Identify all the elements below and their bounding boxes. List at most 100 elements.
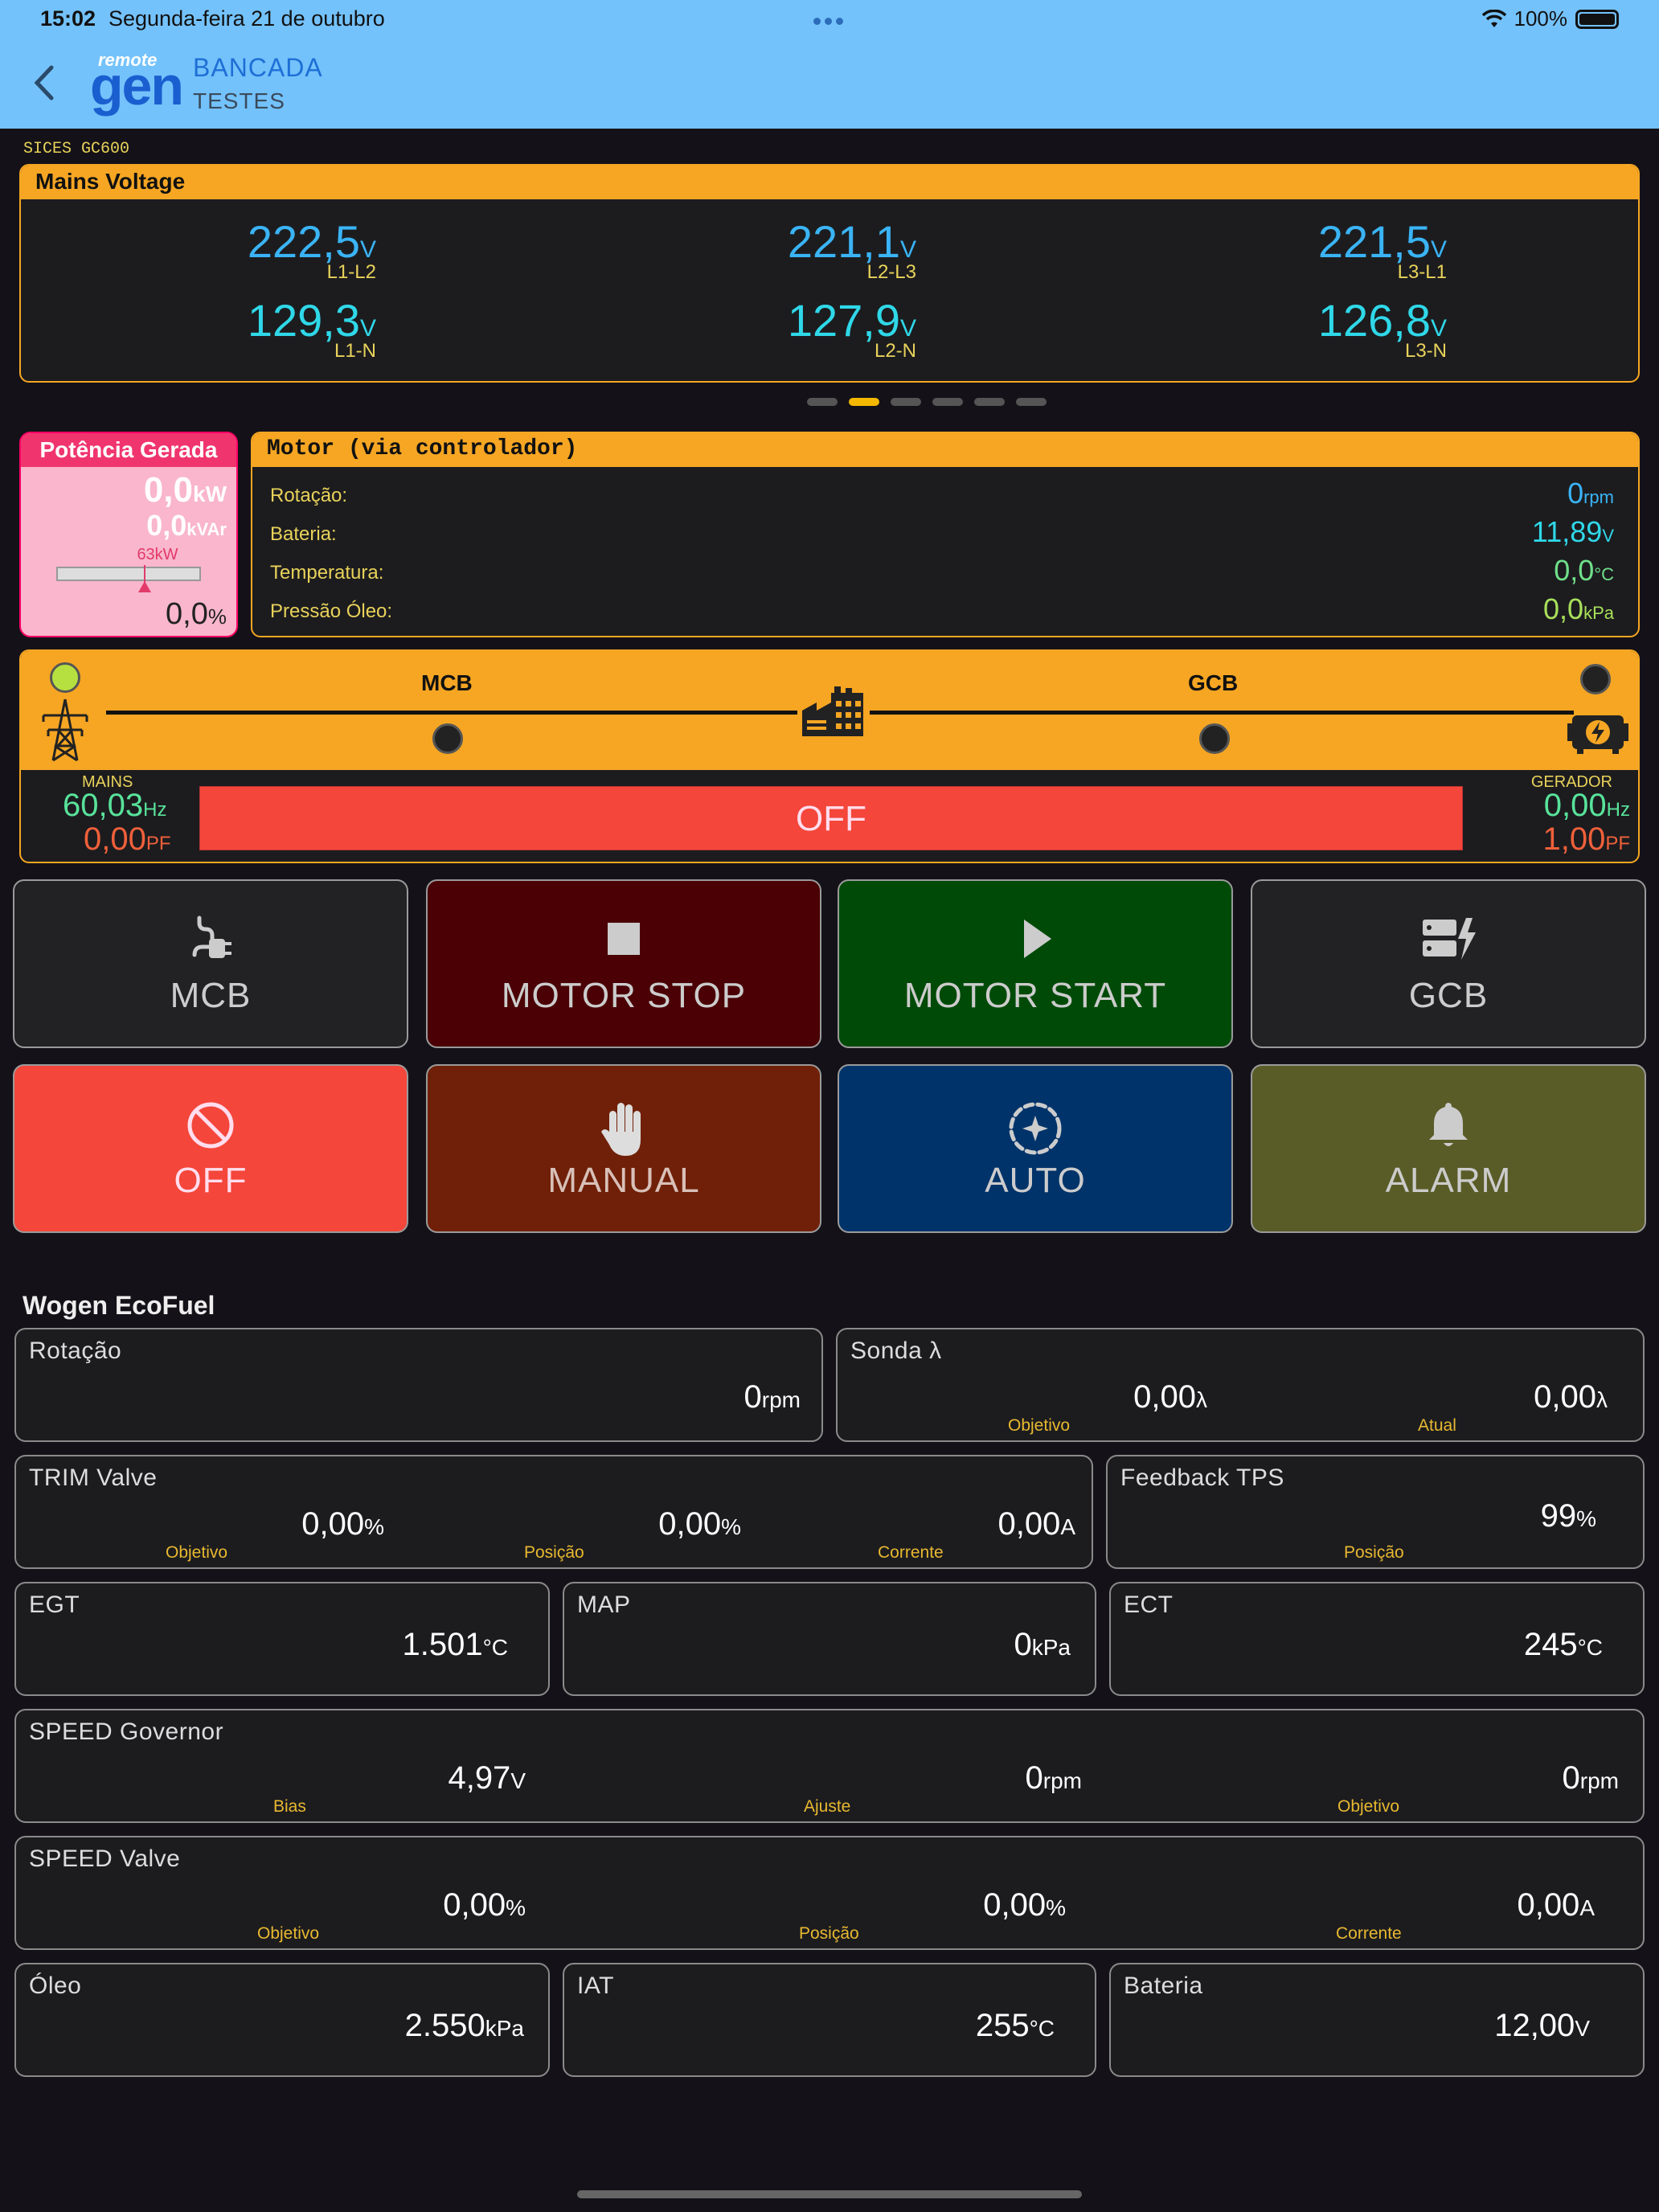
- mains-frequency: 60,03Hz: [63, 788, 167, 823]
- page-dot[interactable]: [807, 398, 838, 406]
- bell-icon: [1429, 1103, 1468, 1146]
- oleo-card: Óleo 2.550kPa: [14, 1963, 550, 2077]
- auto-button[interactable]: AUTO: [838, 1064, 1233, 1233]
- map-card: MAP 0kPa: [563, 1582, 1096, 1696]
- rotacao-value: 0rpm: [743, 1379, 801, 1415]
- alarm-button-label: ALARM: [1385, 1161, 1512, 1200]
- ect-card: ECT 245°C: [1109, 1582, 1645, 1696]
- sonda-atual-value: 0,00λ: [1534, 1379, 1608, 1415]
- governor-bias-label: Bias: [273, 1797, 306, 1816]
- voltage-l2-l3: 221,1V L2-L3: [787, 216, 916, 283]
- motor-stop-button[interactable]: MOTOR STOP: [426, 879, 821, 1048]
- motor-start-label: MOTOR START: [903, 976, 1167, 1015]
- wifi-icon: [1481, 9, 1506, 27]
- bateria-title: Bateria: [1124, 1972, 1203, 1999]
- single-line-diagram: MCB GCB MAINS 60,03Hz 0,00PF OFF GERADOR…: [19, 649, 1640, 863]
- potencia-bar: [56, 567, 201, 581]
- valve-corrente-label: Corrente: [1336, 1924, 1402, 1943]
- sonda-title: Sonda λ: [850, 1337, 942, 1364]
- valve-title: SPEED Valve: [29, 1845, 181, 1872]
- factory-icon: [802, 686, 863, 736]
- wogen-section-title: Wogen EcoFuel: [23, 1291, 215, 1320]
- server-bolt-icon: [1423, 918, 1476, 960]
- gcb-label: GCB: [1188, 670, 1239, 695]
- egt-title: EGT: [29, 1591, 80, 1618]
- page-dot[interactable]: [1016, 398, 1047, 406]
- page-dot[interactable]: [974, 398, 1005, 406]
- trim-corrente-value: 0,00A: [997, 1506, 1075, 1542]
- rotacao-title: Rotação: [29, 1337, 122, 1364]
- status-time: 15:02: [40, 6, 96, 31]
- valve-posicao-value: 0,00%: [983, 1887, 1066, 1923]
- trim-corrente-label: Corrente: [878, 1543, 944, 1562]
- motor-bateria-value: 11,89V: [1531, 515, 1614, 548]
- governor-bias-value: 4,97V: [448, 1760, 526, 1796]
- motor-temperatura-value: 0,0°C: [1554, 554, 1614, 587]
- off-button[interactable]: OFF: [13, 1064, 408, 1233]
- ect-title: ECT: [1124, 1591, 1174, 1618]
- status-battery: 100%: [1481, 6, 1619, 31]
- transmission-tower-icon: [42, 698, 88, 762]
- potencia-title: Potência Gerada: [21, 433, 236, 467]
- auto-cycle-icon: [1009, 1102, 1062, 1155]
- motor-rotacao-label: Rotação:: [270, 485, 348, 506]
- motor-panel: Motor (via controlador) Rotação: 0rpm Ba…: [251, 432, 1640, 637]
- motor-stop-label: MOTOR STOP: [501, 976, 747, 1015]
- multitask-dots-icon[interactable]: [813, 14, 849, 25]
- status-date: Segunda-feira 21 de outubro: [109, 6, 385, 31]
- voltage-l3-n: 126,8V L3-N: [1317, 295, 1447, 362]
- stop-icon: [608, 923, 640, 955]
- page-dot-active[interactable]: [849, 398, 879, 406]
- page-dot[interactable]: [932, 398, 963, 406]
- voltage-l1-n: 129,3V L1-N: [247, 295, 376, 362]
- ban-icon: [187, 1102, 234, 1149]
- mains-label: MAINS: [82, 773, 133, 791]
- home-indicator[interactable]: [577, 2190, 1082, 2198]
- speed-valve-card: SPEED Valve 0,00% Objetivo 0,00% Posição…: [14, 1836, 1645, 1950]
- logo-top-text: remote: [98, 50, 158, 70]
- sonda-objetivo-value: 0,00λ: [1133, 1379, 1207, 1415]
- back-chevron-icon[interactable]: [32, 63, 56, 103]
- gen-bus-line: [870, 711, 1574, 715]
- potencia-kvar: 0,0kVAr: [146, 509, 227, 542]
- tps-title: Feedback TPS: [1120, 1464, 1284, 1491]
- oleo-title: Óleo: [29, 1972, 82, 1999]
- speed-governor-card: SPEED Governor 4,97V Bias 0rpm Ajuste 0r…: [14, 1709, 1645, 1823]
- manual-button[interactable]: MANUAL: [426, 1064, 821, 1233]
- gcb-breaker-indicator[interactable]: [1199, 723, 1230, 754]
- mcb-breaker-indicator[interactable]: [432, 723, 463, 754]
- mcb-button[interactable]: MCB: [13, 879, 408, 1048]
- valve-corrente-value: 0,00A: [1517, 1887, 1595, 1923]
- egt-value: 1.501°C: [402, 1627, 508, 1662]
- motor-pressao-value: 0,0kPa: [1543, 592, 1614, 625]
- page-dot[interactable]: [891, 398, 921, 406]
- gcb-button[interactable]: GCB: [1251, 879, 1646, 1048]
- trim-posicao-label: Posição: [524, 1543, 584, 1562]
- governor-ajuste-label: Ajuste: [804, 1797, 851, 1816]
- voltage-l2-n: 127,9V L2-N: [787, 295, 916, 362]
- map-title: MAP: [577, 1591, 631, 1618]
- plug-icon: [192, 916, 231, 958]
- gen-label: GERADOR: [1530, 773, 1612, 791]
- alarm-button[interactable]: ALARM: [1251, 1064, 1646, 1233]
- sonda-objetivo-label: Objetivo: [1008, 1416, 1071, 1435]
- voltage-l3-l1: 221,5V L3-L1: [1317, 216, 1447, 283]
- ect-value: 245°C: [1523, 1627, 1603, 1662]
- iat-value: 255°C: [975, 2008, 1055, 2043]
- page-indicator[interactable]: [807, 398, 1047, 406]
- gen-frequency: 0,00Hz: [1543, 788, 1630, 823]
- mains-voltage-panel[interactable]: Mains Voltage 222,5V L1-L2 221,1V L2-L3 22…: [19, 164, 1640, 383]
- mcb-label: MCB: [421, 670, 473, 695]
- auto-button-label: AUTO: [985, 1161, 1086, 1200]
- motor-start-button[interactable]: MOTOR START: [838, 879, 1233, 1048]
- battery-percent: 100%: [1514, 6, 1568, 31]
- mcb-button-label: MCB: [170, 976, 252, 1015]
- logo-main-text: gen: [90, 55, 184, 117]
- iat-card: IAT 255°C: [563, 1963, 1096, 2077]
- sld-top-band: MCB GCB: [21, 651, 1638, 770]
- motor-temperatura-label: Temperatura:: [270, 562, 384, 584]
- hand-icon: [601, 1103, 641, 1156]
- trim-objetivo-label: Objetivo: [166, 1543, 228, 1562]
- tps-posicao-label: Posição: [1344, 1543, 1404, 1562]
- site-subtitle: TESTES: [193, 88, 285, 113]
